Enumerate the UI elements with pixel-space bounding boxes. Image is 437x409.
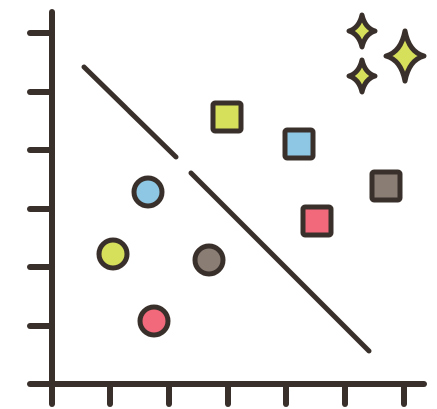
square-points: [210, 100, 403, 238]
circle-points: [96, 175, 226, 338]
square-pink: [300, 204, 334, 238]
sparkle-small-bottom-icon: [346, 57, 378, 95]
circle-lime: [96, 237, 130, 271]
axes: [27, 9, 427, 407]
circle-taupe: [192, 243, 226, 277]
square-lime: [210, 100, 244, 134]
boundary-segment-upper: [81, 64, 179, 160]
square-taupe: [369, 169, 403, 203]
y-axis-ticks: [27, 30, 55, 329]
sparkles: [346, 12, 427, 95]
square-blue: [282, 127, 316, 161]
circle-blue: [131, 175, 165, 209]
sparkle-small-top-icon: [346, 12, 378, 50]
boundary-segment-lower: [188, 170, 372, 354]
sparkle-large-icon: [383, 28, 427, 84]
x-axis-ticks: [49, 381, 407, 407]
circle-pink: [137, 304, 171, 338]
decision-boundary: [81, 64, 372, 354]
